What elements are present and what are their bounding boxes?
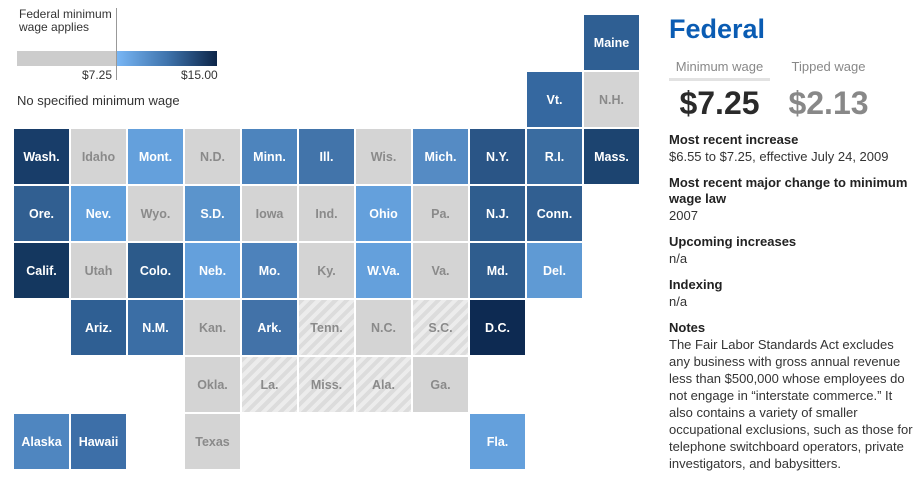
section-heading: Notes xyxy=(669,320,706,335)
section-body: 2007 xyxy=(669,208,698,223)
state-tile-va[interactable]: Va. xyxy=(413,243,468,298)
state-tile-alaska[interactable]: Alaska xyxy=(14,414,69,469)
state-tile-dc[interactable]: D.C. xyxy=(470,300,525,355)
state-tile-idaho[interactable]: Idaho xyxy=(71,129,126,184)
detail-panel: Federal Minimum wage Tipped wage $7.25 $… xyxy=(669,14,914,472)
section-body: n/a xyxy=(669,294,688,309)
legend-gradient-bar xyxy=(117,51,217,66)
legend-gray-bar xyxy=(17,51,117,66)
state-tile-texas[interactable]: Texas xyxy=(185,414,240,469)
state-tile-mo[interactable]: Mo. xyxy=(242,243,297,298)
state-tile-utah[interactable]: Utah xyxy=(71,243,126,298)
state-tile-mich[interactable]: Mich. xyxy=(413,129,468,184)
section-body: n/a xyxy=(669,251,688,266)
state-tile-pa[interactable]: Pa. xyxy=(413,186,468,241)
state-tile-nm[interactable]: N.M. xyxy=(128,300,183,355)
tipped-wage-value: $2.13 xyxy=(788,85,869,121)
legend-none-label: No specified minimum wage xyxy=(17,93,180,108)
state-tile-ariz[interactable]: Ariz. xyxy=(71,300,126,355)
state-tile-miss[interactable]: Miss. xyxy=(299,357,354,412)
state-tile-nh[interactable]: N.H. xyxy=(584,72,639,127)
state-tile-ohio[interactable]: Ohio xyxy=(356,186,411,241)
legend-low-label: $7.25 xyxy=(82,68,113,82)
state-tile-wva[interactable]: W.Va. xyxy=(356,243,411,298)
state-tile-fla[interactable]: Fla. xyxy=(470,414,525,469)
tab-tipped-wage[interactable]: Tipped wage xyxy=(791,59,866,74)
state-tile-mass[interactable]: Mass. xyxy=(584,129,639,184)
state-tile-ore[interactable]: Ore. xyxy=(14,186,69,241)
state-tile-ind[interactable]: Ind. xyxy=(299,186,354,241)
state-tile-colo[interactable]: Colo. xyxy=(128,243,183,298)
notes-body: The Fair Labor Standards Act excludes an… xyxy=(669,337,913,471)
section-heading: Most recent major change to minimum wage… xyxy=(669,175,908,206)
state-tile-ill[interactable]: Ill. xyxy=(299,129,354,184)
state-tile-vt[interactable]: Vt. xyxy=(527,72,582,127)
state-tile-calif[interactable]: Calif. xyxy=(14,243,69,298)
state-tile-hawaii[interactable]: Hawaii xyxy=(71,414,126,469)
state-tile-sc[interactable]: S.C. xyxy=(413,300,468,355)
state-tile-del[interactable]: Del. xyxy=(527,243,582,298)
state-tile-wash[interactable]: Wash. xyxy=(14,129,69,184)
state-tile-nj[interactable]: N.J. xyxy=(470,186,525,241)
section-body: $6.55 to $7.25, effective July 24, 2009 xyxy=(669,149,889,164)
state-tile-ky[interactable]: Ky. xyxy=(299,243,354,298)
section-heading: Indexing xyxy=(669,277,723,292)
state-tile-ark[interactable]: Ark. xyxy=(242,300,297,355)
state-tile-neb[interactable]: Neb. xyxy=(185,243,240,298)
state-tile-ga[interactable]: Ga. xyxy=(413,357,468,412)
state-tile-conn[interactable]: Conn. xyxy=(527,186,582,241)
panel-title: Federal xyxy=(669,14,766,44)
state-tile-wyo[interactable]: Wyo. xyxy=(128,186,183,241)
state-tile-nev[interactable]: Nev. xyxy=(71,186,126,241)
tab-minimum-wage[interactable]: Minimum wage xyxy=(669,59,770,81)
state-tile-ala[interactable]: Ala. xyxy=(356,357,411,412)
state-tile-ny[interactable]: N.Y. xyxy=(470,129,525,184)
state-tile-md[interactable]: Md. xyxy=(470,243,525,298)
state-tile-maine[interactable]: Maine xyxy=(584,15,639,70)
state-tile-wis[interactable]: Wis. xyxy=(356,129,411,184)
state-tile-nd[interactable]: N.D. xyxy=(185,129,240,184)
state-tile-okla[interactable]: Okla. xyxy=(185,357,240,412)
state-tile-iowa[interactable]: Iowa xyxy=(242,186,297,241)
state-tile-kan[interactable]: Kan. xyxy=(185,300,240,355)
legend-divider xyxy=(116,8,117,80)
minimum-wage-value: $7.25 xyxy=(679,85,760,121)
state-tile-minn[interactable]: Minn. xyxy=(242,129,297,184)
section-heading: Upcoming increases xyxy=(669,234,797,249)
state-tile-ri[interactable]: R.I. xyxy=(527,129,582,184)
state-tile-mont[interactable]: Mont. xyxy=(128,129,183,184)
legend-high-label: $15.00 xyxy=(181,68,218,82)
state-tile-nc[interactable]: N.C. xyxy=(356,300,411,355)
legend-federal-label: Federal minimum wage applies xyxy=(19,7,112,34)
state-tile-sd[interactable]: S.D. xyxy=(185,186,240,241)
section-heading: Most recent increase xyxy=(669,132,799,147)
state-tile-tenn[interactable]: Tenn. xyxy=(299,300,354,355)
state-tile-la[interactable]: La. xyxy=(242,357,297,412)
